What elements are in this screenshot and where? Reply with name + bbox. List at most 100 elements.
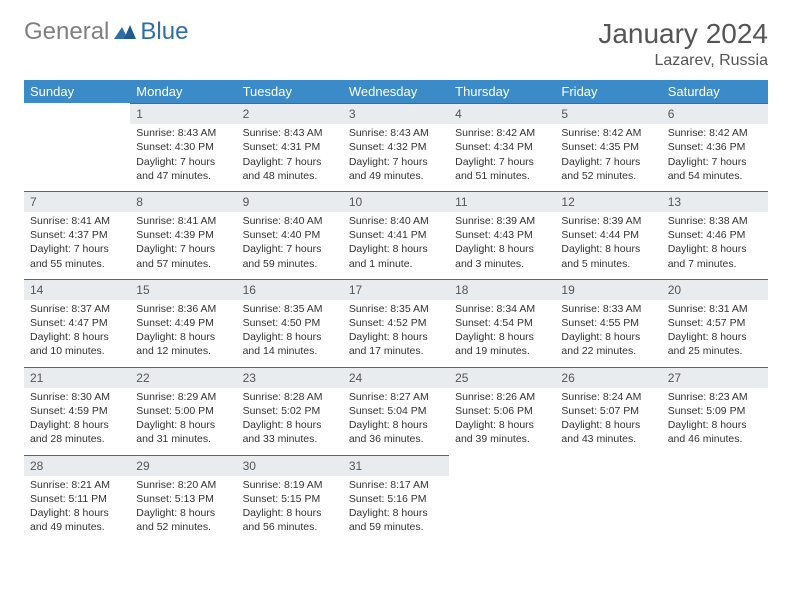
logo-text-blue: Blue <box>140 18 188 46</box>
day-body: Sunrise: 8:43 AMSunset: 4:30 PMDaylight:… <box>130 124 236 191</box>
day-number: 31 <box>343 455 449 476</box>
sunrise-text: Sunrise: 8:38 AM <box>668 214 762 228</box>
daylight-text: Daylight: 8 hours <box>349 418 443 432</box>
sunset-text: Sunset: 4:34 PM <box>455 140 549 154</box>
sunrise-text: Sunrise: 8:20 AM <box>136 478 230 492</box>
day-body: Sunrise: 8:35 AMSunset: 4:52 PMDaylight:… <box>343 300 449 367</box>
daylight-text: Daylight: 7 hours <box>243 155 337 169</box>
calendar-cell: 6Sunrise: 8:42 AMSunset: 4:36 PMDaylight… <box>662 103 768 191</box>
day-body: Sunrise: 8:43 AMSunset: 4:32 PMDaylight:… <box>343 124 449 191</box>
day-body: Sunrise: 8:19 AMSunset: 5:15 PMDaylight:… <box>237 476 343 543</box>
day-body: Sunrise: 8:33 AMSunset: 4:55 PMDaylight:… <box>555 300 661 367</box>
calendar-week-row: 28Sunrise: 8:21 AMSunset: 5:11 PMDayligh… <box>24 455 768 543</box>
sunrise-text: Sunrise: 8:27 AM <box>349 390 443 404</box>
calendar-body: 1Sunrise: 8:43 AMSunset: 4:30 PMDaylight… <box>24 103 768 542</box>
day-body: Sunrise: 8:30 AMSunset: 4:59 PMDaylight:… <box>24 388 130 455</box>
sunset-text: Sunset: 4:55 PM <box>561 316 655 330</box>
calendar-week-row: 1Sunrise: 8:43 AMSunset: 4:30 PMDaylight… <box>24 103 768 191</box>
calendar-week-row: 21Sunrise: 8:30 AMSunset: 4:59 PMDayligh… <box>24 367 768 455</box>
daylight-text: and 33 minutes. <box>243 432 337 446</box>
calendar-cell: 2Sunrise: 8:43 AMSunset: 4:31 PMDaylight… <box>237 103 343 191</box>
day-number: 17 <box>343 279 449 300</box>
sunrise-text: Sunrise: 8:41 AM <box>136 214 230 228</box>
weekday-header: Saturday <box>662 80 768 103</box>
daylight-text: and 3 minutes. <box>455 257 549 271</box>
day-body: Sunrise: 8:28 AMSunset: 5:02 PMDaylight:… <box>237 388 343 455</box>
calendar-cell: 24Sunrise: 8:27 AMSunset: 5:04 PMDayligh… <box>343 367 449 455</box>
daylight-text: Daylight: 8 hours <box>455 418 549 432</box>
sunset-text: Sunset: 4:50 PM <box>243 316 337 330</box>
calendar-cell: 10Sunrise: 8:40 AMSunset: 4:41 PMDayligh… <box>343 191 449 279</box>
day-number: 4 <box>449 103 555 124</box>
weekday-header: Monday <box>130 80 236 103</box>
daylight-text: Daylight: 7 hours <box>136 155 230 169</box>
daylight-text: Daylight: 8 hours <box>668 330 762 344</box>
sunrise-text: Sunrise: 8:40 AM <box>243 214 337 228</box>
month-title: January 2024 <box>598 18 768 50</box>
sunset-text: Sunset: 4:41 PM <box>349 228 443 242</box>
day-number: 3 <box>343 103 449 124</box>
daylight-text: Daylight: 8 hours <box>136 330 230 344</box>
day-body: Sunrise: 8:38 AMSunset: 4:46 PMDaylight:… <box>662 212 768 279</box>
logo: General Blue <box>24 18 188 46</box>
calendar-week-row: 14Sunrise: 8:37 AMSunset: 4:47 PMDayligh… <box>24 279 768 367</box>
daylight-text: and 48 minutes. <box>243 169 337 183</box>
day-number: 11 <box>449 191 555 212</box>
daylight-text: Daylight: 7 hours <box>30 242 124 256</box>
calendar-cell: 4Sunrise: 8:42 AMSunset: 4:34 PMDaylight… <box>449 103 555 191</box>
calendar-cell: 31Sunrise: 8:17 AMSunset: 5:16 PMDayligh… <box>343 455 449 543</box>
sunrise-text: Sunrise: 8:43 AM <box>136 126 230 140</box>
sunset-text: Sunset: 4:54 PM <box>455 316 549 330</box>
sunrise-text: Sunrise: 8:26 AM <box>455 390 549 404</box>
day-number: 29 <box>130 455 236 476</box>
day-body: Sunrise: 8:40 AMSunset: 4:40 PMDaylight:… <box>237 212 343 279</box>
daylight-text: Daylight: 8 hours <box>30 330 124 344</box>
calendar-cell: 26Sunrise: 8:24 AMSunset: 5:07 PMDayligh… <box>555 367 661 455</box>
calendar-cell: 11Sunrise: 8:39 AMSunset: 4:43 PMDayligh… <box>449 191 555 279</box>
sunrise-text: Sunrise: 8:43 AM <box>349 126 443 140</box>
day-number: 28 <box>24 455 130 476</box>
sunrise-text: Sunrise: 8:39 AM <box>455 214 549 228</box>
day-body: Sunrise: 8:17 AMSunset: 5:16 PMDaylight:… <box>343 476 449 543</box>
sunrise-text: Sunrise: 8:36 AM <box>136 302 230 316</box>
sunset-text: Sunset: 4:37 PM <box>30 228 124 242</box>
sunset-text: Sunset: 4:36 PM <box>668 140 762 154</box>
daylight-text: and 47 minutes. <box>136 169 230 183</box>
daylight-text: and 56 minutes. <box>243 520 337 534</box>
calendar-table: Sunday Monday Tuesday Wednesday Thursday… <box>24 80 768 542</box>
sunrise-text: Sunrise: 8:42 AM <box>455 126 549 140</box>
daylight-text: and 39 minutes. <box>455 432 549 446</box>
day-body: Sunrise: 8:37 AMSunset: 4:47 PMDaylight:… <box>24 300 130 367</box>
sunrise-text: Sunrise: 8:31 AM <box>668 302 762 316</box>
day-body: Sunrise: 8:42 AMSunset: 4:34 PMDaylight:… <box>449 124 555 191</box>
sunset-text: Sunset: 5:06 PM <box>455 404 549 418</box>
calendar-cell: 3Sunrise: 8:43 AMSunset: 4:32 PMDaylight… <box>343 103 449 191</box>
day-number: 20 <box>662 279 768 300</box>
calendar-cell: 7Sunrise: 8:41 AMSunset: 4:37 PMDaylight… <box>24 191 130 279</box>
day-number: 18 <box>449 279 555 300</box>
calendar-cell: 14Sunrise: 8:37 AMSunset: 4:47 PMDayligh… <box>24 279 130 367</box>
daylight-text: Daylight: 8 hours <box>349 242 443 256</box>
day-body-empty <box>24 124 130 134</box>
daylight-text: and 59 minutes. <box>243 257 337 271</box>
sunrise-text: Sunrise: 8:40 AM <box>349 214 443 228</box>
sunrise-text: Sunrise: 8:35 AM <box>349 302 443 316</box>
daylight-text: and 10 minutes. <box>30 344 124 358</box>
daylight-text: Daylight: 8 hours <box>668 242 762 256</box>
sunset-text: Sunset: 4:46 PM <box>668 228 762 242</box>
day-number: 27 <box>662 367 768 388</box>
day-body: Sunrise: 8:31 AMSunset: 4:57 PMDaylight:… <box>662 300 768 367</box>
calendar-cell: 19Sunrise: 8:33 AMSunset: 4:55 PMDayligh… <box>555 279 661 367</box>
day-number: 13 <box>662 191 768 212</box>
sunset-text: Sunset: 4:43 PM <box>455 228 549 242</box>
sunset-text: Sunset: 4:35 PM <box>561 140 655 154</box>
sunset-text: Sunset: 4:31 PM <box>243 140 337 154</box>
day-number: 2 <box>237 103 343 124</box>
calendar-cell <box>24 103 130 191</box>
weekday-header: Sunday <box>24 80 130 103</box>
day-body: Sunrise: 8:42 AMSunset: 4:35 PMDaylight:… <box>555 124 661 191</box>
logo-icon <box>114 18 136 46</box>
daylight-text: Daylight: 8 hours <box>561 242 655 256</box>
sunrise-text: Sunrise: 8:37 AM <box>30 302 124 316</box>
calendar-cell: 8Sunrise: 8:41 AMSunset: 4:39 PMDaylight… <box>130 191 236 279</box>
